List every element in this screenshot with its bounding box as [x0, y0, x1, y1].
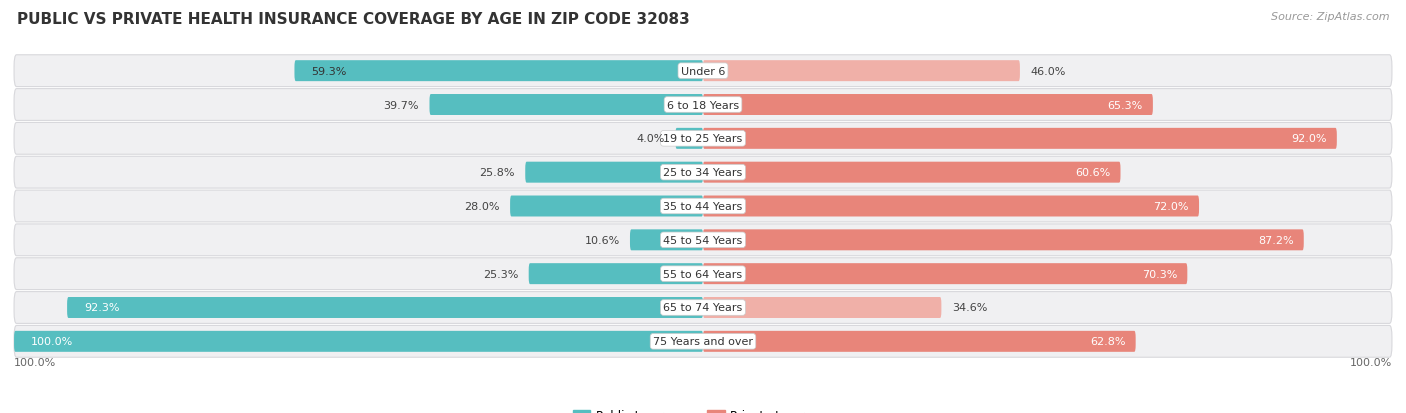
FancyBboxPatch shape — [703, 162, 1121, 183]
Text: Source: ZipAtlas.com: Source: ZipAtlas.com — [1271, 12, 1389, 22]
FancyBboxPatch shape — [14, 157, 1392, 189]
Text: 4.0%: 4.0% — [637, 134, 665, 144]
FancyBboxPatch shape — [14, 292, 1392, 324]
FancyBboxPatch shape — [14, 258, 1392, 290]
Text: 25 to 34 Years: 25 to 34 Years — [664, 168, 742, 178]
Text: 65.3%: 65.3% — [1108, 100, 1143, 110]
Text: PUBLIC VS PRIVATE HEALTH INSURANCE COVERAGE BY AGE IN ZIP CODE 32083: PUBLIC VS PRIVATE HEALTH INSURANCE COVER… — [17, 12, 689, 27]
FancyBboxPatch shape — [703, 128, 1337, 150]
FancyBboxPatch shape — [703, 196, 1199, 217]
Text: 87.2%: 87.2% — [1258, 235, 1294, 245]
Text: 100.0%: 100.0% — [14, 357, 56, 368]
FancyBboxPatch shape — [703, 331, 1136, 352]
Text: 62.8%: 62.8% — [1090, 337, 1125, 347]
FancyBboxPatch shape — [14, 89, 1392, 121]
Text: 6 to 18 Years: 6 to 18 Years — [666, 100, 740, 110]
Text: 75 Years and over: 75 Years and over — [652, 337, 754, 347]
Legend: Public Insurance, Private Insurance: Public Insurance, Private Insurance — [568, 404, 838, 413]
FancyBboxPatch shape — [14, 191, 1392, 222]
FancyBboxPatch shape — [510, 196, 703, 217]
FancyBboxPatch shape — [14, 56, 1392, 88]
Text: 92.3%: 92.3% — [84, 303, 120, 313]
FancyBboxPatch shape — [630, 230, 703, 251]
FancyBboxPatch shape — [529, 263, 703, 285]
FancyBboxPatch shape — [526, 162, 703, 183]
Text: 25.3%: 25.3% — [484, 269, 519, 279]
FancyBboxPatch shape — [14, 123, 1392, 155]
FancyBboxPatch shape — [703, 297, 942, 318]
Text: 25.8%: 25.8% — [479, 168, 515, 178]
Text: 72.0%: 72.0% — [1153, 202, 1188, 211]
FancyBboxPatch shape — [703, 95, 1153, 116]
Text: 100.0%: 100.0% — [1350, 357, 1392, 368]
FancyBboxPatch shape — [294, 61, 703, 82]
Text: 59.3%: 59.3% — [312, 66, 347, 76]
Text: 92.0%: 92.0% — [1291, 134, 1326, 144]
FancyBboxPatch shape — [429, 95, 703, 116]
Text: 35 to 44 Years: 35 to 44 Years — [664, 202, 742, 211]
Text: Under 6: Under 6 — [681, 66, 725, 76]
FancyBboxPatch shape — [14, 224, 1392, 256]
FancyBboxPatch shape — [675, 128, 703, 150]
Text: 100.0%: 100.0% — [31, 337, 73, 347]
Text: 34.6%: 34.6% — [952, 303, 987, 313]
Text: 46.0%: 46.0% — [1031, 66, 1066, 76]
Text: 39.7%: 39.7% — [384, 100, 419, 110]
FancyBboxPatch shape — [703, 230, 1303, 251]
Text: 55 to 64 Years: 55 to 64 Years — [664, 269, 742, 279]
Text: 10.6%: 10.6% — [585, 235, 620, 245]
Text: 28.0%: 28.0% — [464, 202, 499, 211]
FancyBboxPatch shape — [67, 297, 703, 318]
Text: 70.3%: 70.3% — [1142, 269, 1177, 279]
Text: 65 to 74 Years: 65 to 74 Years — [664, 303, 742, 313]
FancyBboxPatch shape — [14, 331, 703, 352]
Text: 19 to 25 Years: 19 to 25 Years — [664, 134, 742, 144]
FancyBboxPatch shape — [14, 325, 1392, 357]
FancyBboxPatch shape — [703, 61, 1019, 82]
Text: 60.6%: 60.6% — [1076, 168, 1111, 178]
Text: 45 to 54 Years: 45 to 54 Years — [664, 235, 742, 245]
FancyBboxPatch shape — [703, 263, 1187, 285]
